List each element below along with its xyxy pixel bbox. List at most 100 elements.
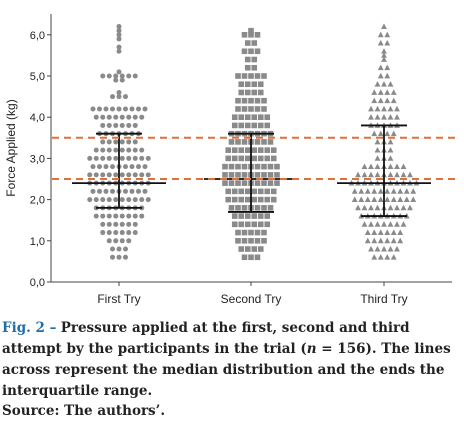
data-point-circle bbox=[100, 155, 106, 161]
data-point-square bbox=[241, 32, 248, 38]
data-point-triangle bbox=[410, 196, 417, 202]
data-point-circle bbox=[116, 254, 122, 260]
data-point-square bbox=[264, 122, 271, 129]
data-point-circle bbox=[126, 73, 132, 79]
data-point-triangle bbox=[377, 31, 384, 38]
data-point-circle bbox=[106, 114, 112, 120]
data-point-square bbox=[251, 188, 258, 195]
data-point-circle bbox=[93, 213, 99, 219]
data-point-circle bbox=[100, 172, 106, 178]
data-point-square bbox=[238, 81, 245, 88]
data-point-circle bbox=[126, 230, 132, 236]
data-point-square bbox=[231, 196, 238, 203]
data-point-circle bbox=[119, 197, 125, 203]
data-point-square bbox=[241, 97, 248, 104]
data-point-triangle bbox=[384, 89, 391, 95]
data-point-triangle bbox=[361, 171, 368, 178]
x-tick-label: Second Try bbox=[221, 292, 282, 306]
data-point-triangle bbox=[377, 196, 384, 202]
data-point-circle bbox=[106, 155, 112, 161]
data-point-triangle bbox=[394, 245, 400, 252]
data-point-circle bbox=[110, 164, 115, 170]
data-point-circle bbox=[113, 197, 119, 203]
data-point-circle bbox=[90, 188, 96, 194]
data-point-square bbox=[264, 188, 271, 195]
x-tick-label: First Try bbox=[97, 292, 140, 306]
data-point-circle bbox=[110, 106, 115, 112]
data-point-triangle bbox=[358, 196, 365, 202]
data-point-square bbox=[244, 196, 251, 203]
data-point-circle bbox=[132, 114, 138, 120]
data-point-circle bbox=[123, 106, 128, 112]
data-point-circle bbox=[123, 246, 128, 252]
data-point-triangle bbox=[397, 237, 404, 244]
data-point-square bbox=[235, 97, 241, 104]
data-point-triangle bbox=[377, 72, 384, 79]
data-point-square bbox=[244, 89, 251, 96]
data-point-square bbox=[248, 32, 254, 38]
data-point-triangle bbox=[400, 204, 407, 211]
data-point-circle bbox=[132, 230, 138, 236]
data-point-triangle bbox=[377, 188, 384, 194]
data-point-triangle bbox=[394, 114, 400, 120]
data-point-triangle bbox=[387, 163, 394, 170]
data-point-square bbox=[225, 147, 232, 153]
data-point-circle bbox=[136, 188, 141, 194]
data-point-circle bbox=[103, 188, 109, 194]
data-point-triangle bbox=[390, 130, 397, 137]
data-point-square bbox=[241, 163, 248, 170]
data-point-circle bbox=[126, 238, 132, 244]
data-point-square bbox=[244, 221, 251, 228]
data-point-circle bbox=[119, 114, 125, 120]
data-point-circle bbox=[119, 221, 125, 227]
data-point-square bbox=[254, 205, 261, 211]
data-point-triangle bbox=[381, 245, 387, 252]
data-point-circle bbox=[132, 73, 138, 79]
data-point-circle bbox=[145, 172, 151, 178]
data-point-circle bbox=[126, 197, 132, 203]
data-point-circle bbox=[126, 213, 132, 219]
data-point-triangle bbox=[377, 64, 384, 71]
data-point-triangle bbox=[390, 196, 397, 202]
data-point-triangle bbox=[368, 221, 374, 227]
data-point-square bbox=[228, 172, 235, 178]
data-point-triangle bbox=[374, 171, 381, 178]
data-point-triangle bbox=[397, 196, 404, 202]
data-point-circle bbox=[106, 197, 112, 203]
data-point-circle bbox=[103, 164, 109, 170]
data-point-square bbox=[257, 196, 264, 203]
data-point-square bbox=[231, 221, 238, 228]
data-point-circle bbox=[119, 139, 125, 145]
data-point-square bbox=[254, 139, 261, 145]
data-point-circle bbox=[106, 172, 112, 178]
data-point-circle bbox=[119, 155, 125, 161]
data-point-circle bbox=[116, 48, 122, 54]
data-point-square bbox=[231, 188, 238, 195]
data-point-square bbox=[270, 196, 277, 203]
data-point-circle bbox=[126, 221, 132, 227]
data-point-square bbox=[254, 97, 261, 104]
data-point-square bbox=[248, 238, 254, 244]
y-ticks: 0,0 1,0 2,0 3,0 4,0 5,0 6,0 bbox=[30, 30, 51, 289]
data-point-square bbox=[261, 106, 267, 112]
data-point-square bbox=[235, 229, 241, 236]
data-point-square bbox=[231, 155, 238, 162]
data-point-circle bbox=[116, 28, 122, 34]
data-point-circle bbox=[93, 172, 99, 178]
data-point-circle bbox=[116, 106, 122, 112]
data-point-square bbox=[270, 188, 277, 195]
data-point-square bbox=[261, 139, 267, 145]
data-point-triangle bbox=[381, 221, 387, 227]
data-point-square bbox=[244, 213, 251, 219]
data-point-square bbox=[251, 221, 258, 228]
data-point-square bbox=[264, 155, 271, 162]
caption-text-part-2: = 156). The lines across represent the m… bbox=[2, 341, 451, 399]
data-point-square bbox=[244, 64, 251, 71]
data-point-triangle bbox=[407, 171, 413, 178]
data-point-circle bbox=[106, 221, 112, 227]
data-point-square bbox=[225, 196, 232, 203]
data-point-circle bbox=[116, 44, 122, 50]
data-point-circle bbox=[113, 213, 119, 219]
data-point-triangle bbox=[387, 138, 394, 145]
data-point-triangle bbox=[371, 237, 378, 244]
